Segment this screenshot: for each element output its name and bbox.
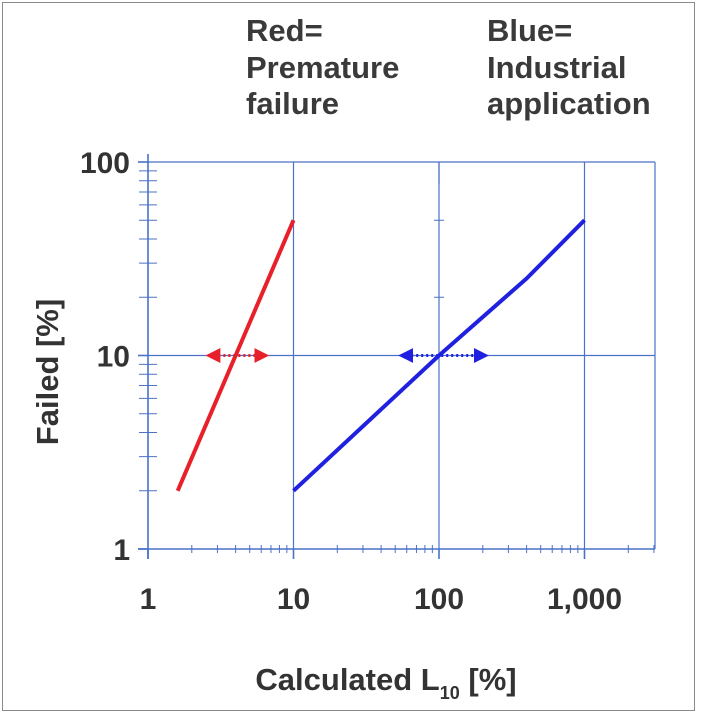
- x-axis-title-subscript: 10: [440, 683, 460, 703]
- red-legend-line-1: Red=: [246, 13, 323, 48]
- red-legend-line-2: Premature: [246, 50, 399, 85]
- blue-series-line: [292, 218, 586, 493]
- figure-frame: [2, 2, 695, 711]
- x-tick-label: 1: [140, 583, 157, 616]
- x-axis-title-main: Calculated L: [255, 662, 439, 697]
- blue-legend-line-2: Industrial: [487, 50, 627, 85]
- y-axis-title: Failed [%]: [30, 299, 65, 445]
- red-legend-line-3: failure: [246, 86, 339, 121]
- y-tick-label: 100: [80, 147, 130, 180]
- x-tick-label: 100: [414, 583, 464, 616]
- x-tick-label: 10: [277, 583, 310, 616]
- x-axis-title: Calculated L10 [%]: [255, 662, 516, 703]
- plot-area: 1 10 100 1,000 1 10 100: [80, 147, 656, 616]
- y-tick-label: 10: [97, 341, 130, 374]
- x-axis-title-unit: [%]: [460, 662, 517, 697]
- x-tick-label: 1,000: [547, 583, 622, 616]
- blue-legend-line-3: application: [487, 86, 651, 121]
- y-tick-label: 1: [113, 534, 130, 567]
- blue-legend-line-1: Blue=: [487, 13, 572, 48]
